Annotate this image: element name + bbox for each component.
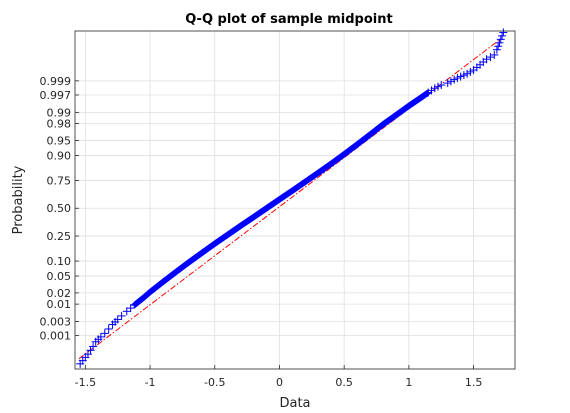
y-tick-label: 0.003 bbox=[40, 316, 72, 329]
data-point bbox=[113, 315, 122, 324]
y-tick-label: 0.98 bbox=[47, 118, 72, 131]
data-point bbox=[89, 342, 98, 351]
x-tick-label: -1.5 bbox=[75, 376, 96, 389]
x-axis-label: Data bbox=[279, 396, 310, 411]
chart-title: Q-Q plot of sample midpoint bbox=[185, 12, 392, 27]
data-point bbox=[466, 67, 475, 76]
data-point bbox=[446, 77, 455, 86]
y-tick-label: 0.90 bbox=[47, 149, 72, 162]
data-point bbox=[96, 332, 105, 341]
data-point bbox=[494, 42, 503, 51]
x-tick-label: 0.5 bbox=[335, 376, 353, 389]
data-point bbox=[498, 31, 507, 40]
data-point bbox=[486, 53, 495, 62]
x-tick-label: -1 bbox=[145, 376, 156, 389]
y-tick-label: 0.99 bbox=[47, 106, 72, 119]
data-point bbox=[463, 69, 472, 78]
data-point bbox=[499, 28, 508, 37]
data-point bbox=[437, 81, 446, 90]
axes-group bbox=[74, 30, 516, 370]
data-point bbox=[424, 88, 433, 97]
y-tick-label: 0.95 bbox=[47, 134, 72, 147]
data-points-group bbox=[76, 28, 508, 368]
data-point bbox=[496, 35, 505, 44]
y-tick-label: 0.50 bbox=[47, 202, 72, 215]
y-tick-label: 0.10 bbox=[47, 255, 72, 268]
grid-lines bbox=[75, 31, 515, 369]
data-point bbox=[122, 307, 131, 316]
y-tick-label: 0.05 bbox=[47, 270, 72, 283]
data-point bbox=[459, 71, 468, 80]
data-point bbox=[434, 82, 442, 91]
y-axis-label: Probability bbox=[11, 165, 26, 234]
data-point bbox=[482, 55, 491, 64]
y-tick-label: 0.75 bbox=[47, 174, 72, 187]
y-tick-label: 0.999 bbox=[40, 75, 72, 88]
x-tick-label: 0 bbox=[276, 376, 283, 389]
data-point bbox=[443, 79, 452, 88]
data-point bbox=[456, 72, 465, 81]
x-tick-label: -0.5 bbox=[204, 376, 225, 389]
y-tick-label: 0.01 bbox=[47, 298, 72, 311]
data-point bbox=[495, 38, 504, 47]
y-tick-label: 0.02 bbox=[47, 287, 72, 300]
data-point bbox=[117, 311, 126, 320]
data-point bbox=[427, 86, 436, 95]
axes-box bbox=[74, 30, 516, 370]
y-tick-label: 0.25 bbox=[47, 230, 72, 243]
x-tick-label: 1.5 bbox=[465, 376, 483, 389]
y-tick-label: 0.001 bbox=[40, 330, 72, 343]
data-point bbox=[492, 45, 501, 54]
data-point bbox=[104, 324, 113, 333]
data-point bbox=[453, 74, 462, 83]
data-point bbox=[100, 329, 109, 338]
x-tick-label: 1 bbox=[405, 376, 412, 389]
y-tick-label: 0.997 bbox=[40, 89, 72, 102]
data-point bbox=[450, 75, 459, 84]
data-point bbox=[126, 304, 135, 313]
data-point bbox=[490, 50, 499, 59]
data-point bbox=[430, 84, 439, 93]
x-axis-ticks: -1.5 -1 -0.5 0 0.5 1 1.5 bbox=[75, 365, 483, 389]
